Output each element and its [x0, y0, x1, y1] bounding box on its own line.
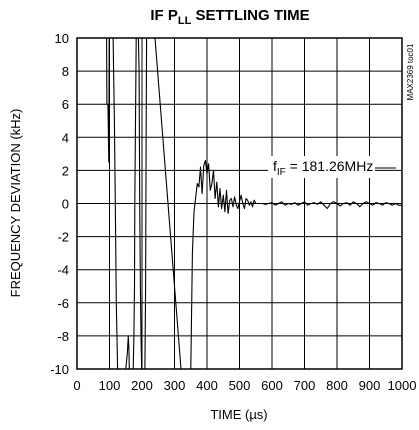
x-tick-label-9: 900 — [359, 378, 381, 393]
part-code-background — [404, 44, 416, 100]
x-tick-label-5: 500 — [229, 378, 251, 393]
y-tick-label-1: 8 — [62, 64, 69, 79]
y-tick-label-9: -8 — [57, 329, 69, 344]
plot-frame — [76, 37, 403, 370]
part-code: MAX2369 toc01 — [406, 43, 415, 100]
x-tick-label-8: 800 — [326, 378, 348, 393]
y-tick-label-7: -4 — [57, 263, 69, 278]
x-axis-label: TIME (µs) — [210, 407, 267, 422]
frequency-annotation: fIF = 181.26MHz — [273, 158, 373, 178]
series-line-0 — [105, 37, 402, 370]
y-tick-label-8: -6 — [57, 296, 69, 311]
x-tick-label-6: 600 — [261, 378, 283, 393]
x-tick-label-2: 200 — [131, 378, 153, 393]
y-tick-label-5: 0 — [62, 197, 69, 212]
y-tick-label-6: -2 — [57, 230, 69, 245]
y-tick-label-10: -10 — [50, 362, 69, 377]
x-tick-label-4: 400 — [196, 378, 218, 393]
y-tick-label-3: 4 — [62, 130, 69, 145]
chart-title: IF PLL SETTLING TIME — [150, 7, 309, 27]
x-tick-label-1: 100 — [99, 378, 121, 393]
y-axis-label: FREQUENCY DEVIATION (kHz) — [8, 109, 23, 298]
y-tick-label-2: 6 — [62, 97, 69, 112]
x-tick-label-0: 0 — [73, 378, 80, 393]
x-tick-label-10: 1000 — [388, 378, 417, 393]
annotation-background — [268, 156, 375, 178]
y-tick-label-0: 10 — [55, 31, 69, 46]
y-tick-labels: 10 8 6 4 2 0 -2 -4 -6 -8 -10 — [50, 31, 69, 377]
series-layer — [105, 37, 402, 370]
x-tick-label-7: 700 — [294, 378, 316, 393]
x-tick-labels: 0 100 200 300 400 500 600 700 800 900 1000 — [73, 378, 416, 393]
y-tick-label-4: 2 — [62, 163, 69, 178]
x-tick-label-3: 300 — [164, 378, 186, 393]
